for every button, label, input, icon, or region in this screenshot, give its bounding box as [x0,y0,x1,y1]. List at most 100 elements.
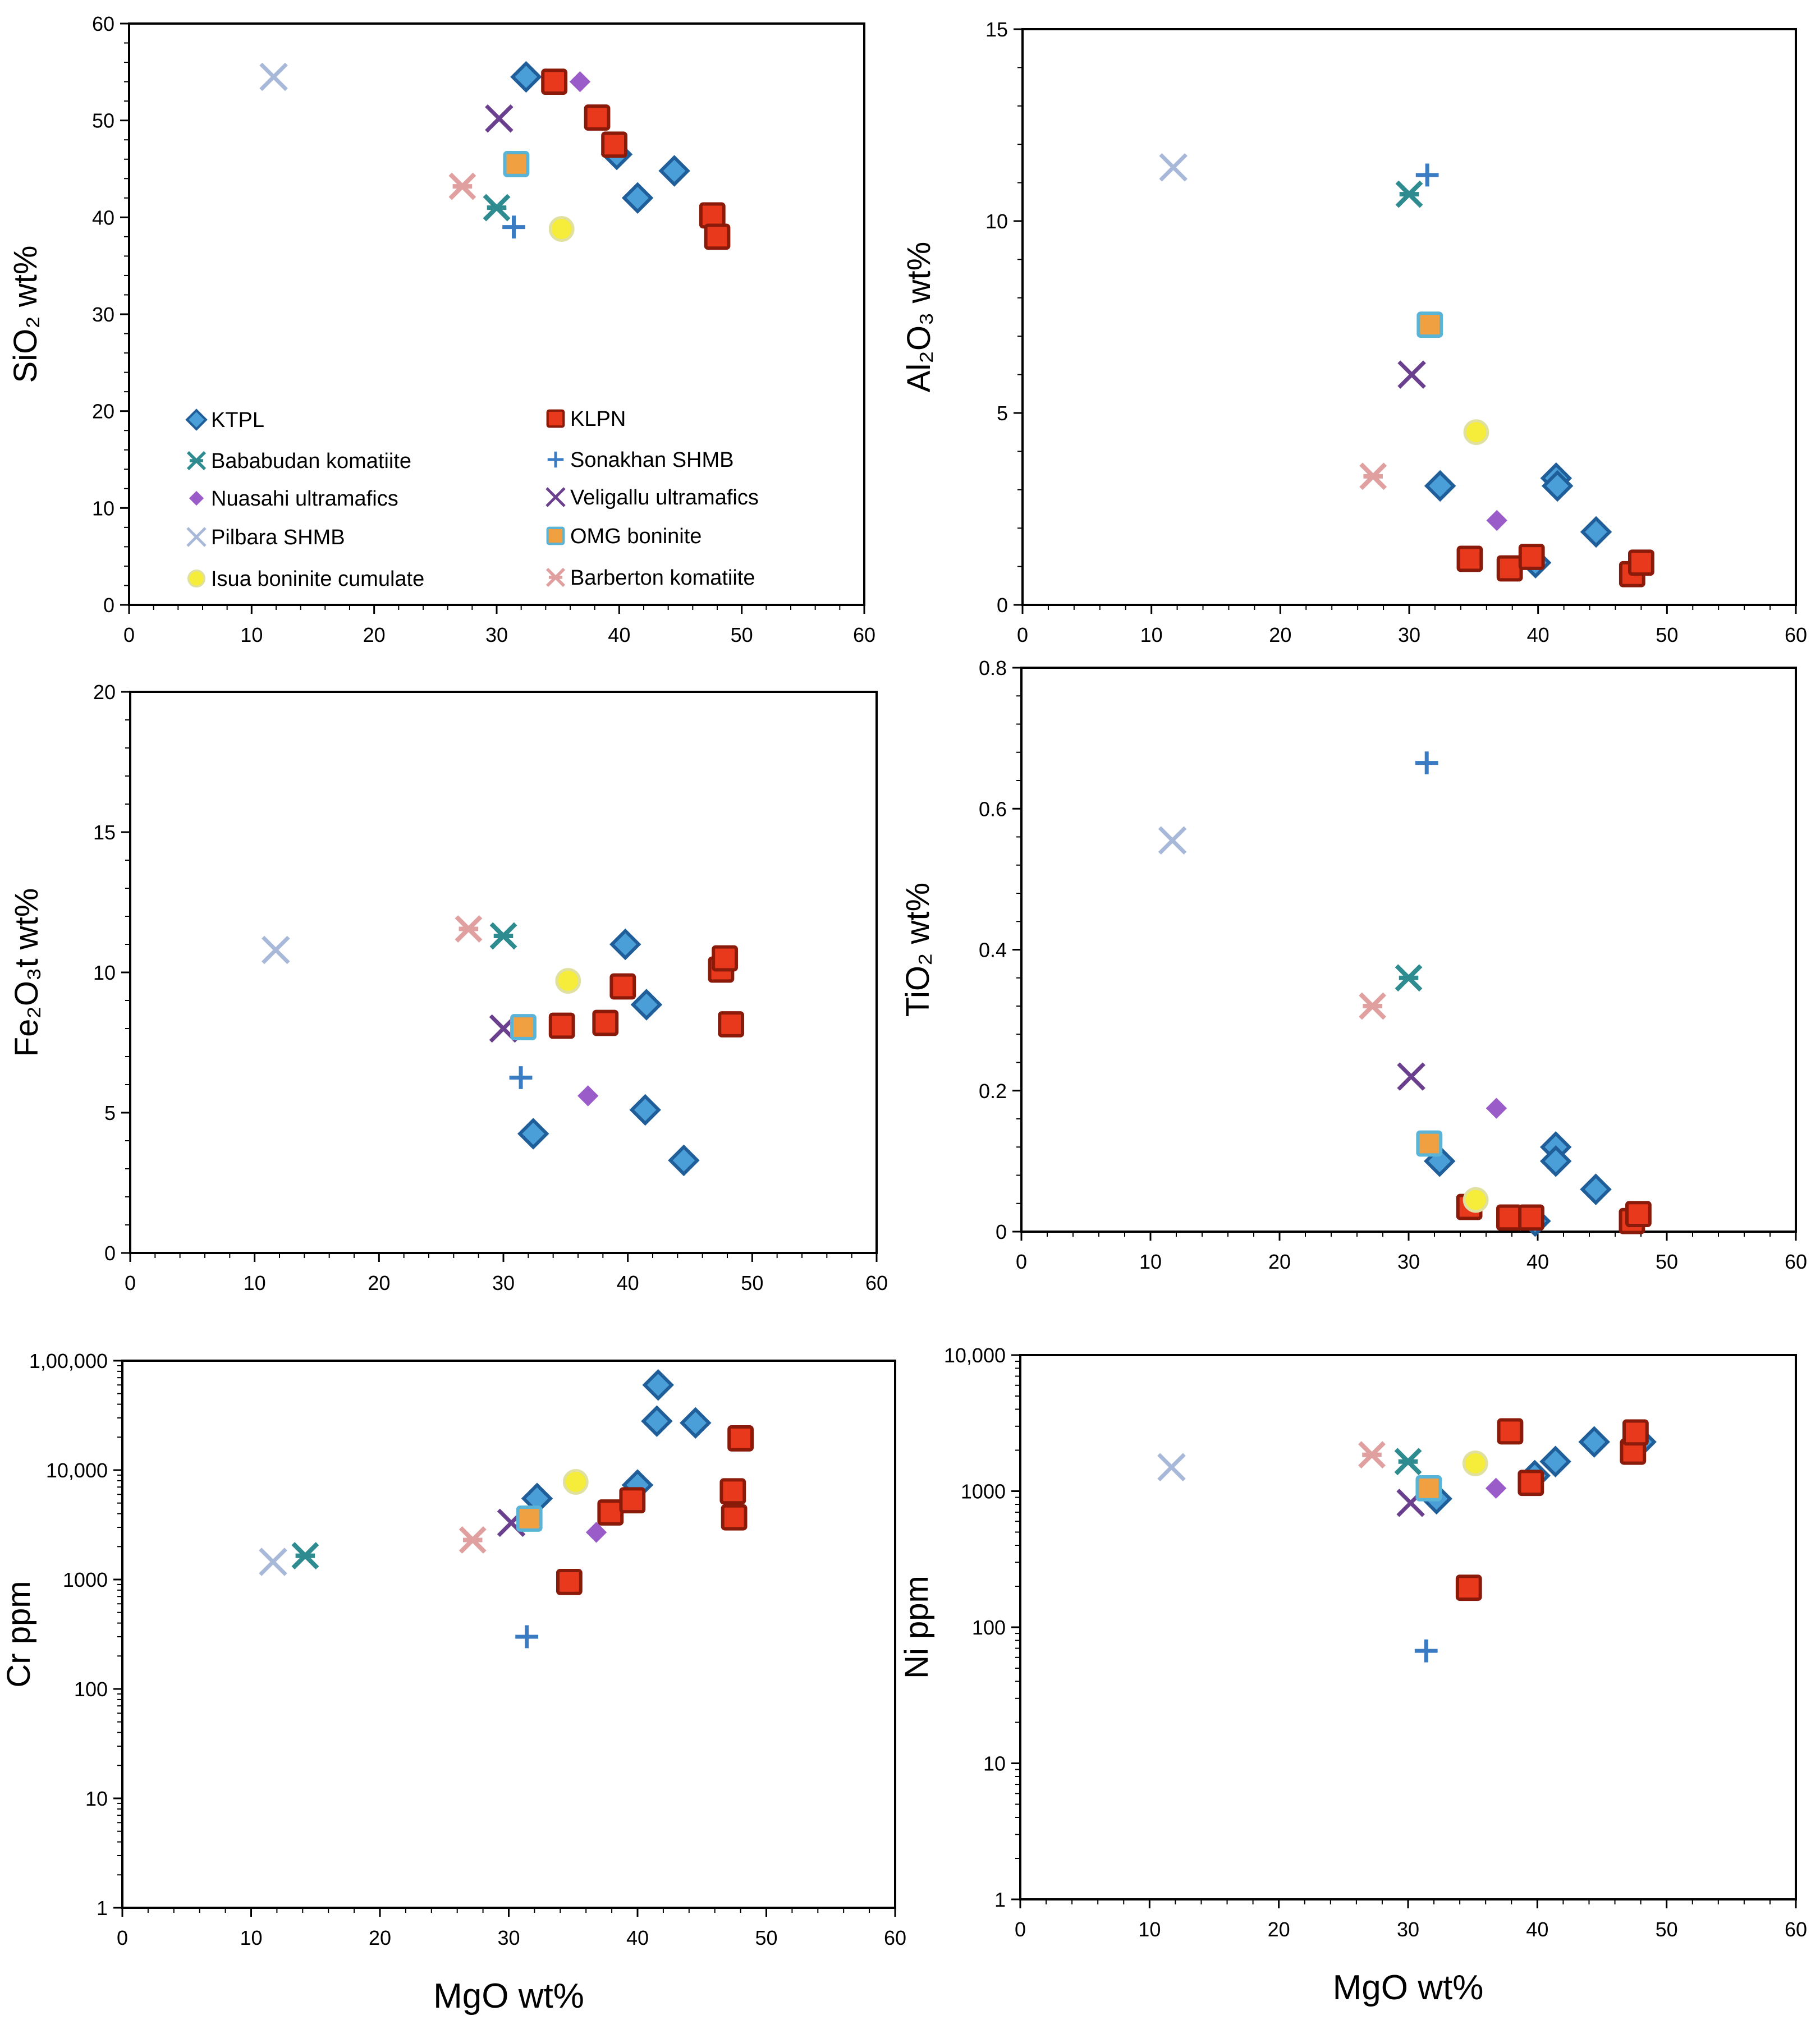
panel-cr: 0 10 20 30 40 50 60 1 10 100 1000 10,000 1,00,000 Cr … [1,1349,906,2016]
panel-tio2: 0 10 20 30 40 50 60 0 0.2 0.4 0.6 0.8 TiO₂ wt% [900,656,1807,1273]
y-tick-label: 1000 [63,1568,108,1591]
series-ktpl [517,928,700,1177]
y-tick-label: 10 [93,961,116,984]
series-bababudan-komatiite [489,922,517,950]
x-tick-label: 60 [1785,1250,1807,1273]
point-ktpl [1580,516,1612,548]
point-omg-boninite [1416,1130,1443,1157]
series-sonakhan-shmb [1415,163,1439,187]
point-barberton-komatiite [455,915,483,943]
point-klpn [1628,549,1654,576]
series-pilbara-shmb [1157,1453,1186,1482]
legend-marker [186,451,207,471]
legend-marker-omg-boninite [546,526,565,545]
legend-label: OMG boninite [570,525,702,548]
panel-sio2: 0 10 20 30 40 50 60 0 10 20 30 40 50 60 SiO₂ wt% KTPL KL… [7,12,875,646]
legend-label: Bababudan komatiite [211,449,411,473]
point-klpn [584,104,611,131]
point-ktpl [1541,470,1574,502]
series-sonakhan-shmb [509,1066,533,1089]
point-klpn [1496,1204,1523,1231]
legend-marker-ktpl [185,408,208,431]
legend-label: Sonakhan SHMB [570,448,734,472]
point-bababudan-komatiite [291,1542,319,1570]
point-klpn [1518,1470,1544,1496]
point-klpn [541,68,568,95]
series-isua-boninite-cumulate [548,216,575,242]
x-tick-label: 40 [608,623,630,646]
series-pilbara-shmb [259,1548,287,1576]
point-isua-boninite-cumulate [1463,419,1489,446]
x-tick-label: 20 [1268,1918,1290,1941]
point-omg-boninite [503,150,530,177]
x-axis-title: MgO wt% [433,1977,584,2016]
panel-ni: 0 10 20 30 40 50 60 1 10 100 1000 10,000 Ni ppm MgO w… [898,1344,1807,2007]
point-barberton-komatiite [1358,1441,1386,1469]
y-tick-label: 15 [93,821,116,844]
legend-label: Isua boninite cumulate [211,567,424,591]
series-barberton-komatiite [455,915,483,943]
point-klpn [727,1425,754,1452]
series-isua-boninite-cumulate [1463,1187,1489,1213]
y-tick-label: 10 [985,210,1008,233]
panel-fe2o3: 0 10 20 30 40 50 60 0 5 10 15 20 Fe₂O₃t wt% [8,681,888,1294]
series-bababudan-komatiite [1394,1448,1422,1476]
series-pilbara-shmb [1159,153,1188,182]
point-klpn [1518,1204,1544,1231]
x-tick-label: 40 [1526,1918,1548,1941]
point-nuasahi-ultramafics [585,1522,607,1543]
point-isua-boninite-cumulate [1462,1450,1488,1476]
y-axis-title: Ni ppm [898,1576,935,1679]
y-tick-label: 0.4 [979,939,1007,962]
series-omg-boninite [1415,1475,1442,1502]
point-klpn [592,1009,619,1036]
series-nuasahi-ultramafics [1485,1477,1507,1499]
x-tick-label: 10 [1139,1250,1162,1273]
point-isua-boninite-cumulate [562,1469,589,1495]
series-pilbara-shmb [1158,826,1187,855]
x-tick-label: 30 [492,1271,515,1294]
x-tick-label: 0 [1015,1918,1026,1941]
x-tick-label: 30 [1397,1918,1419,1941]
y-tick-label: 0 [103,594,114,617]
series-omg-boninite [503,150,530,177]
point-ktpl [658,155,690,187]
x-tick-label: 0 [123,623,135,646]
point-sonakhan-shmb [1414,1639,1438,1663]
point-klpn [1456,545,1483,572]
y-axis-title: SiO₂ wt% [7,246,44,383]
y-tick-label: 0 [996,1220,1007,1243]
legend-marker-pilbara-shmb [186,527,207,547]
point-omg-boninite [1415,1475,1442,1502]
point-pilbara-shmb [1159,153,1188,182]
series-ktpl [510,61,690,214]
point-barberton-komatiite [1359,462,1387,490]
y-tick-label: 5 [997,402,1008,425]
x-tick-label: 20 [1268,1250,1291,1273]
point-sonakhan-shmb [502,215,525,238]
point-klpn [556,1568,583,1595]
plot-frame [1020,667,1797,1233]
point-klpn [699,202,726,229]
point-omg-boninite [1416,311,1443,338]
series-bababudan-komatiite [291,1542,319,1570]
x-tick-label: 60 [865,1271,888,1294]
x-axis-title: MgO wt% [1333,1968,1484,2007]
x-tick-label: 60 [1785,1918,1807,1941]
panel-al2o3: 0 10 20 30 40 50 60 0 5 10 15 Al₂O₃ wt% [901,18,1807,646]
series-barberton-komatiite [1359,462,1387,490]
plot-frame [1021,28,1797,606]
y-tick-label: 10 [983,1752,1006,1775]
legend-marker [547,451,564,468]
legend-marker [545,487,566,507]
legend-label: KLPN [570,407,626,431]
point-ktpl [1539,1145,1572,1177]
legend-marker-sonakhan-shmb [547,451,564,468]
x-tick-label: 0 [1016,1250,1027,1273]
legend-marker [546,409,565,428]
series-omg-boninite [1416,311,1443,338]
series-sonakhan-shmb [515,1625,539,1649]
series-klpn [541,68,731,250]
series-veligallu-ultramafics [1397,360,1426,389]
